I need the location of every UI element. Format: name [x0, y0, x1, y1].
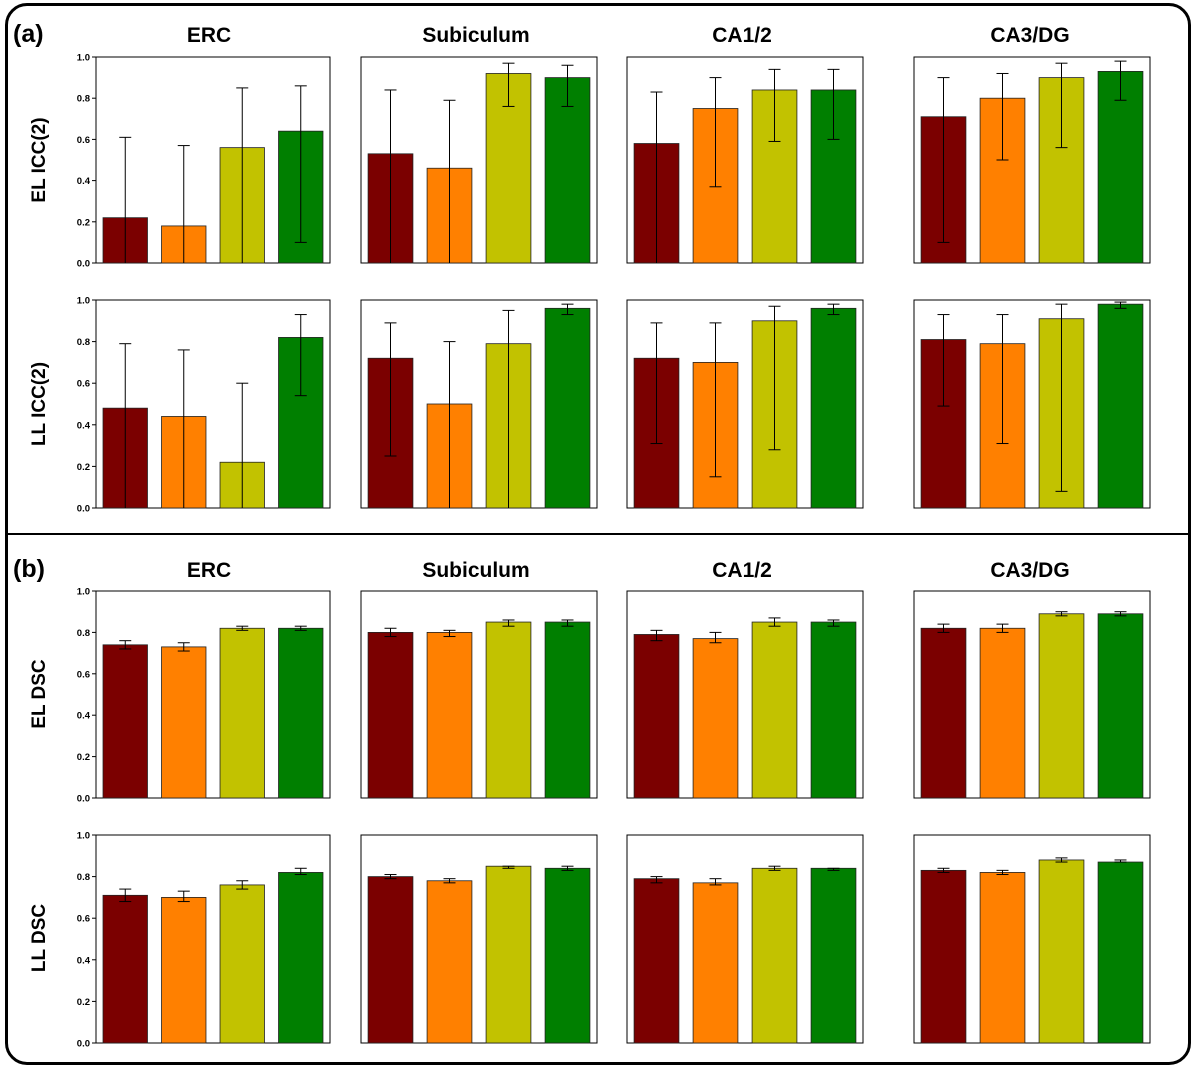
plot-ll-icc-erc-ytick-label: 1.0	[77, 296, 90, 307]
plot-el-dsc-ca12-bar-3	[751, 621, 798, 799]
plot-ll-dsc-erc-bar-1	[102, 894, 148, 1044]
plot-ll-dsc-erc-bar-4	[278, 872, 324, 1044]
column-title-a-subiculum: Subiculum	[422, 24, 529, 47]
plot-el-dsc-ca3dg-bar-3	[1038, 613, 1085, 799]
plot-ll-dsc-erc-ytick-label: 0.2	[77, 997, 90, 1008]
plot-el-icc-erc-ytick-label: 0.2	[77, 217, 90, 228]
plot-el-dsc-subiculum-bar-1	[367, 632, 414, 799]
row-label-ll-icc: LL ICC(2)	[29, 362, 50, 446]
plot-ll-dsc-ca3dg-bar-2	[979, 872, 1026, 1044]
plot-el-dsc-erc-ytick-label: 0.8	[77, 628, 90, 639]
plot-el-dsc-ca3dg-bar-4	[1097, 613, 1144, 799]
column-title-b-ca12: CA1/2	[712, 559, 772, 582]
column-title-b-erc: ERC	[187, 559, 231, 582]
subplot-layer: 0.0 0.2 0.4 0.6 0.8 1.0 0.0 0.2 0.4 0.6 0.8 1.0 0.0 0…	[77, 53, 1151, 1050]
plot-ll-icc-erc-ytick-label: 0.8	[77, 337, 90, 348]
plot-el-icc-subiculum-bar-4	[544, 77, 591, 264]
plot-ll-dsc-ca12-bar-4	[810, 867, 857, 1044]
plot-el-dsc-erc-bar-2	[161, 646, 207, 799]
row-label-el-dsc: EL DSC	[29, 659, 50, 729]
plot-el-icc-erc-ytick-label: 1.0	[77, 53, 90, 64]
plot-el-dsc-ca12-bar-1	[633, 634, 680, 799]
plot-el-dsc-subiculum-bar-2	[426, 632, 473, 799]
plot-el-icc-erc-ytick-label: 0.4	[77, 176, 91, 187]
plot-el-dsc-erc-ytick-label: 1.0	[77, 587, 90, 598]
panel-label-b: (b)	[13, 555, 45, 583]
plot-ll-icc-erc-ytick-label: 0.2	[77, 462, 90, 473]
plot-ll-icc-subiculum-bar-4	[544, 307, 591, 509]
plot-ll-dsc-subiculum-bar-1	[367, 876, 414, 1044]
plot-el-dsc-erc-bar-4	[278, 627, 324, 799]
plot-ll-dsc-ca12-bar-1	[633, 878, 680, 1044]
plot-ll-dsc-subiculum-bar-2	[426, 880, 473, 1044]
column-title-b-ca3dg: CA3/DG	[990, 559, 1069, 582]
row-label-el-icc: EL ICC(2)	[29, 117, 50, 202]
plot-el-dsc-ca12-bar-4	[810, 621, 857, 799]
plot-ll-icc-erc-ytick-label: 0.0	[77, 504, 90, 515]
plot-ll-dsc-erc-ytick-label: 0.0	[77, 1039, 90, 1050]
plot-el-dsc-ca12-bar-2	[692, 638, 739, 799]
plot-el-dsc-subiculum-bar-4	[544, 621, 591, 799]
plot-el-dsc-erc-bar-1	[102, 644, 148, 799]
plot-ll-icc-ca12-bar-4	[810, 307, 857, 509]
plot-ll-icc-erc-ytick-label: 0.4	[77, 420, 91, 431]
plot-ll-icc-ca3dg-bar-4	[1097, 303, 1144, 509]
plot-ll-dsc-erc-bar-3	[219, 884, 265, 1044]
plot-el-dsc-erc-ytick-label: 0.4	[77, 711, 91, 722]
column-title-a-ca12: CA1/2	[712, 24, 772, 47]
plot-ll-dsc-ca12-bar-2	[692, 882, 739, 1044]
plot-el-icc-erc-ytick-label: 0.0	[77, 259, 90, 270]
plot-el-icc-erc-ytick-label: 0.6	[77, 135, 90, 146]
plot-ll-dsc-ca3dg-bar-4	[1097, 861, 1144, 1044]
plot-ll-dsc-erc-ytick-label: 0.6	[77, 914, 90, 925]
plot-ll-dsc-ca3dg-bar-1	[920, 869, 967, 1044]
plot-el-dsc-ca3dg-bar-1	[920, 627, 967, 799]
plot-ll-dsc-subiculum-bar-3	[485, 865, 532, 1044]
plot-el-dsc-erc-ytick-label: 0.2	[77, 752, 90, 763]
panel-label-a: (a)	[13, 20, 44, 48]
plot-ll-dsc-ca3dg-bar-3	[1038, 859, 1085, 1044]
plot-ll-dsc-ca12-bar-3	[751, 867, 798, 1044]
plot-el-dsc-subiculum-bar-3	[485, 621, 532, 799]
plot-el-dsc-erc-bar-3	[219, 627, 265, 799]
plot-ll-dsc-erc-ytick-label: 1.0	[77, 831, 90, 842]
plot-el-dsc-ca3dg-bar-2	[979, 627, 1026, 799]
plot-ll-dsc-subiculum-bar-4	[544, 867, 591, 1044]
column-title-b-subiculum: Subiculum	[422, 559, 529, 582]
plot-ll-icc-erc-ytick-label: 0.6	[77, 379, 90, 390]
plot-ll-dsc-erc-ytick-label: 0.4	[77, 955, 91, 966]
column-title-a-erc: ERC	[187, 24, 231, 47]
plot-el-dsc-erc-ytick-label: 0.6	[77, 669, 90, 680]
plot-ll-dsc-erc-ytick-label: 0.8	[77, 872, 90, 883]
row-label-ll-dsc: LL DSC	[29, 904, 50, 973]
plot-ll-dsc-erc-bar-2	[161, 897, 207, 1044]
plot-el-icc-ca3dg-bar-4	[1097, 71, 1144, 264]
plot-el-dsc-erc-ytick-label: 0.0	[77, 794, 90, 805]
plot-el-icc-erc-ytick-label: 0.8	[77, 94, 90, 105]
column-title-a-ca3dg: CA3/DG	[990, 24, 1069, 47]
section-divider	[6, 533, 1190, 535]
